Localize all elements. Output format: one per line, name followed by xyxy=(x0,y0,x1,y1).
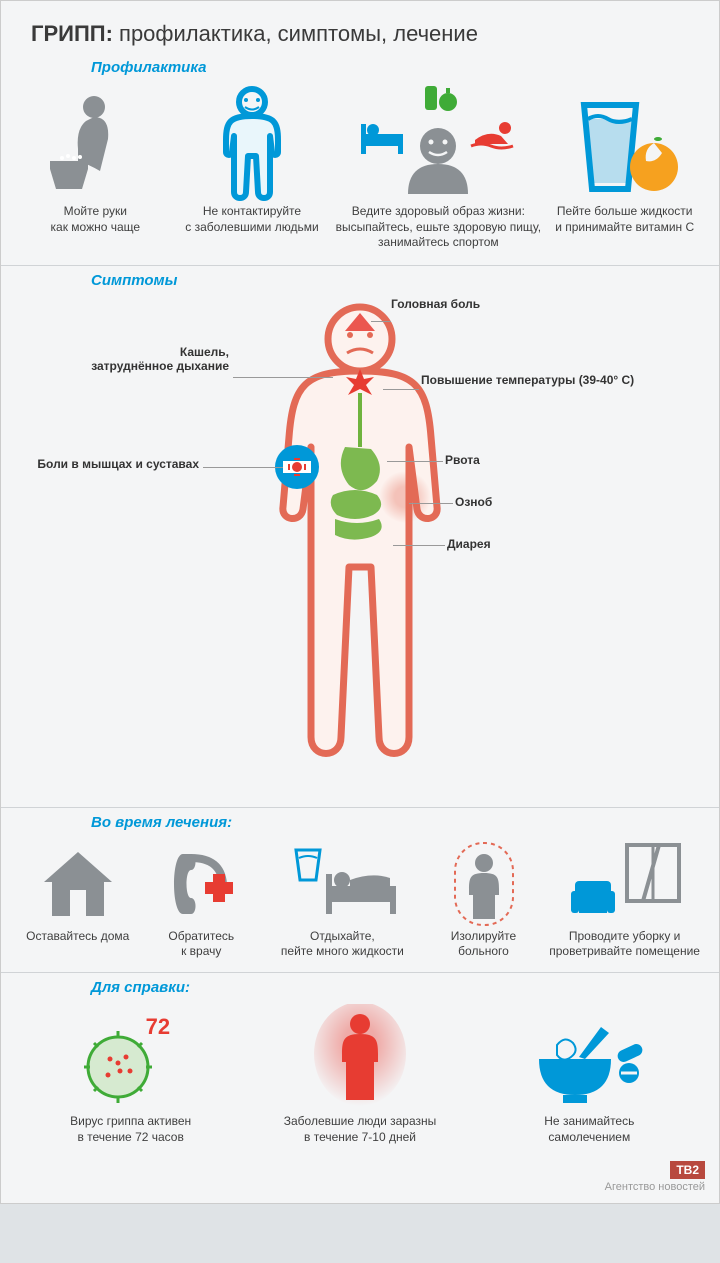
treatment-caption: Обратитеськ врачу xyxy=(168,929,234,960)
footer-agency: Агентство новостей xyxy=(605,1181,705,1193)
treatment-section: Во время лечения: Оставайтесь дома Об xyxy=(1,808,719,973)
title-prefix: ГРИПП: xyxy=(31,21,113,46)
prevention-section: Мойте рукикак можно чаще Не контактируйт… xyxy=(1,84,719,266)
treatment-item-stayhome: Оставайтесь дома xyxy=(19,839,137,960)
contagious-person-icon xyxy=(310,1004,410,1114)
treatment-caption: Отдыхайте,пейте много жидкости xyxy=(281,929,404,960)
virus-icon: 72 xyxy=(76,1004,186,1114)
reference-section: Для справки: 72 Ви xyxy=(1,973,719,1157)
mortar-pills-icon xyxy=(529,1004,649,1114)
treatment-item-doctor: Обратитеськ врачу xyxy=(143,839,261,960)
prevention-caption: Ведите здоровый образ жизни:высыпайтесь,… xyxy=(336,204,542,251)
treatment-caption: Изолируйтебольного xyxy=(451,929,516,960)
prevention-caption: Не контактируйтес заболевшими людьми xyxy=(185,204,318,235)
symptoms-heading: Симптомы xyxy=(1,266,719,297)
symptoms-diagram: Головная боль Кашель,затруднённое дыхани… xyxy=(1,297,719,787)
label-headache: Головная боль xyxy=(391,297,480,311)
house-icon xyxy=(38,839,118,929)
treatment-caption: Оставайтесь дома xyxy=(26,929,129,945)
reference-caption: Не занимайтесьсамолечением xyxy=(544,1114,634,1145)
symptoms-section: Симптомы xyxy=(1,266,719,808)
label-diarrhea: Диарея xyxy=(447,537,491,551)
prevention-caption: Мойте рукикак можно чаще xyxy=(51,204,141,235)
treatment-item-ventilate: Проводите уборку ипроветривайте помещени… xyxy=(548,839,701,960)
wash-hands-icon xyxy=(50,84,140,204)
treatment-item-isolate: Изолируйтебольного xyxy=(425,839,543,960)
footer-logo: ТВ2 xyxy=(670,1161,705,1179)
header: ГРИПП: профилактика, симптомы, лечение xyxy=(1,1,719,53)
footer: ТВ2 Агентство новостей xyxy=(1,1157,719,1203)
label-vomit: Рвота xyxy=(445,453,480,467)
phone-cross-icon xyxy=(161,839,241,929)
rest-bed-icon xyxy=(282,839,402,929)
body-silhouette-icon xyxy=(245,297,475,777)
reference-caption: Вирус гриппа активенв течение 72 часов xyxy=(70,1114,191,1145)
label-chill: Озноб xyxy=(455,495,492,509)
label-muscle: Боли в мышцах и суставах xyxy=(37,457,199,471)
reference-item-selfmed: Не занимайтесьсамолечением xyxy=(490,1004,689,1145)
glass-orange-icon xyxy=(570,84,680,204)
main-title: ГРИПП: профилактика, симптомы, лечение xyxy=(31,21,689,47)
infographic-page: ГРИПП: профилактика, симптомы, лечение П… xyxy=(0,0,720,1204)
person-outline-icon xyxy=(212,84,292,204)
prevention-item-wash: Мойте рукикак можно чаще xyxy=(21,84,170,251)
reference-item-contagious: Заболевшие люди заразныв течение 7-10 дн… xyxy=(260,1004,459,1145)
treatment-item-rest: Отдыхайте,пейте много жидкости xyxy=(266,839,419,960)
label-cough: Кашель,затруднённое дыхание xyxy=(91,345,229,373)
prevention-heading: Профилактика xyxy=(1,53,719,84)
reference-heading: Для справки: xyxy=(1,973,719,1004)
reference-caption: Заболевшие люди заразныв течение 7-10 дн… xyxy=(284,1114,437,1145)
title-rest: профилактика, симптомы, лечение xyxy=(113,21,478,46)
prevention-caption: Пейте больше жидкостии принимайте витами… xyxy=(555,204,694,235)
isolate-person-icon xyxy=(449,839,519,929)
virus-count: 72 xyxy=(146,1014,170,1040)
window-chair-icon xyxy=(565,839,685,929)
treatment-heading: Во время лечения: xyxy=(1,808,719,839)
reference-item-virus: 72 Вирус гриппа активенв течение 72 часо… xyxy=(31,1004,230,1145)
treatment-caption: Проводите уборку ипроветривайте помещени… xyxy=(549,929,700,960)
healthy-life-icon xyxy=(353,84,523,204)
prevention-item-drink: Пейте больше жидкостии принимайте витами… xyxy=(550,84,699,251)
prevention-item-healthy: Ведите здоровый образ жизни:высыпайтесь,… xyxy=(334,84,542,251)
prevention-item-nocontact: Не контактируйтес заболевшими людьми xyxy=(178,84,327,251)
label-fever: Повышение температуры (39-40° C) xyxy=(421,373,634,387)
